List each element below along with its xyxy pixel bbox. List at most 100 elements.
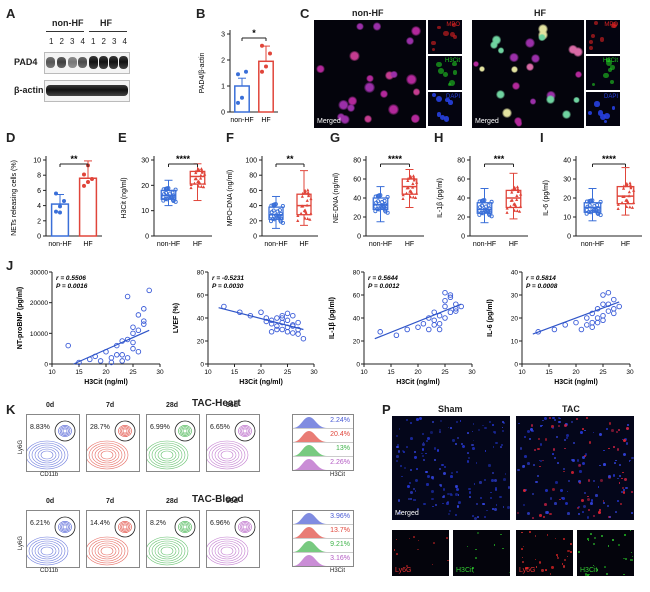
cell — [413, 451, 416, 454]
data-point — [409, 140, 415, 182]
cell — [552, 448, 556, 451]
data-point — [173, 199, 178, 204]
merged-label: Merged — [395, 510, 419, 517]
data-point — [306, 188, 310, 192]
histogram-row: 2.26% — [293, 457, 353, 470]
cell — [395, 538, 398, 541]
y-tick-label: 2 — [221, 58, 225, 65]
cell — [625, 426, 629, 430]
data-point — [203, 181, 207, 185]
data-point — [415, 180, 419, 184]
cell — [621, 438, 624, 441]
cell — [535, 481, 538, 484]
data-point — [616, 202, 620, 206]
cell — [578, 482, 582, 485]
histogram-axis-label: H3Cit — [330, 568, 346, 574]
p-value: P = 0.0012 — [368, 283, 400, 290]
data-point — [584, 322, 590, 328]
data-point — [412, 177, 416, 181]
y-tick-label: 4 — [37, 203, 41, 210]
cell — [604, 113, 611, 119]
data-point — [163, 190, 169, 195]
cell — [397, 444, 399, 446]
contour-plot — [27, 516, 76, 566]
lane-number: 4 — [122, 37, 127, 46]
lane-number: 3 — [112, 37, 117, 46]
cell — [584, 429, 586, 432]
contour-line — [179, 522, 191, 532]
data-point — [513, 140, 519, 193]
data-point — [591, 208, 597, 213]
lane-number: 1 — [49, 37, 54, 46]
cell — [544, 489, 548, 492]
cell — [611, 23, 616, 29]
flow-y-axis-label: Ly6G — [18, 535, 25, 551]
cell — [400, 511, 402, 514]
cell — [622, 573, 625, 576]
data-point — [447, 292, 454, 298]
panel-label-p: P — [382, 402, 391, 417]
cell — [631, 552, 633, 554]
cell — [441, 495, 445, 498]
cell — [608, 447, 611, 450]
sig-label: ** — [70, 154, 78, 164]
cell — [530, 423, 534, 427]
group-line-non-hf — [46, 31, 84, 32]
histogram-row: 20.4% — [293, 429, 353, 443]
cell — [512, 82, 520, 90]
data-point — [510, 190, 514, 194]
histogram-percentage: 3.96% — [330, 513, 350, 520]
y-tick-label: 40 — [457, 196, 465, 203]
cell — [466, 460, 470, 463]
cell — [436, 96, 443, 103]
y-tick-label: 20 — [511, 316, 519, 323]
lane-number: 2 — [101, 37, 106, 46]
data-point — [260, 43, 264, 48]
cell — [413, 88, 421, 96]
data-point — [504, 140, 514, 190]
contour-plot — [27, 420, 76, 470]
data-point — [505, 210, 509, 214]
y-axis-label: PAD4/β-actin — [199, 52, 206, 93]
chart-j2: 0 20 40 60 80 10 15 20 25 30 H3Cit (ng/ml) LVEF (%)… — [173, 270, 318, 387]
cell — [542, 419, 545, 422]
cell — [395, 434, 399, 437]
data-point — [192, 140, 198, 175]
cell — [475, 548, 477, 551]
y-axis-label: MPO-DNA (ng/ml) — [227, 170, 234, 226]
data-point — [197, 167, 201, 171]
data-point — [404, 191, 409, 195]
cell — [605, 428, 608, 431]
panel-label-b: B — [196, 6, 206, 21]
data-point — [194, 169, 198, 173]
data-point — [605, 289, 612, 296]
data-point — [578, 326, 585, 333]
y-tick-label: 10 — [141, 208, 149, 215]
cell — [546, 534, 549, 536]
cell — [426, 483, 429, 486]
data-point — [627, 194, 631, 198]
cell — [500, 445, 502, 448]
cell — [501, 547, 504, 550]
data-point — [616, 303, 622, 310]
y-tick-label: 80 — [457, 158, 465, 165]
cell — [625, 486, 628, 490]
cell — [530, 428, 534, 432]
data-point — [588, 210, 593, 215]
contour-line — [154, 542, 180, 560]
data-point — [260, 69, 264, 74]
contour-line — [40, 546, 54, 556]
gate-percentage: 6.21% — [30, 520, 50, 527]
chart-h: 0 20 40 60 80 IL-1β (pg/ml) non-HF HF *** — [437, 140, 528, 248]
y-tick-label: 20 — [353, 339, 361, 346]
cell — [492, 471, 495, 474]
r-value: r = 0.5644 — [368, 275, 398, 282]
cell — [493, 508, 497, 512]
cell — [500, 534, 502, 536]
data-point — [551, 326, 558, 333]
data-point — [244, 69, 248, 74]
data-point — [420, 321, 427, 327]
cell — [610, 80, 614, 84]
data-point — [477, 208, 482, 213]
data-point — [54, 209, 58, 214]
